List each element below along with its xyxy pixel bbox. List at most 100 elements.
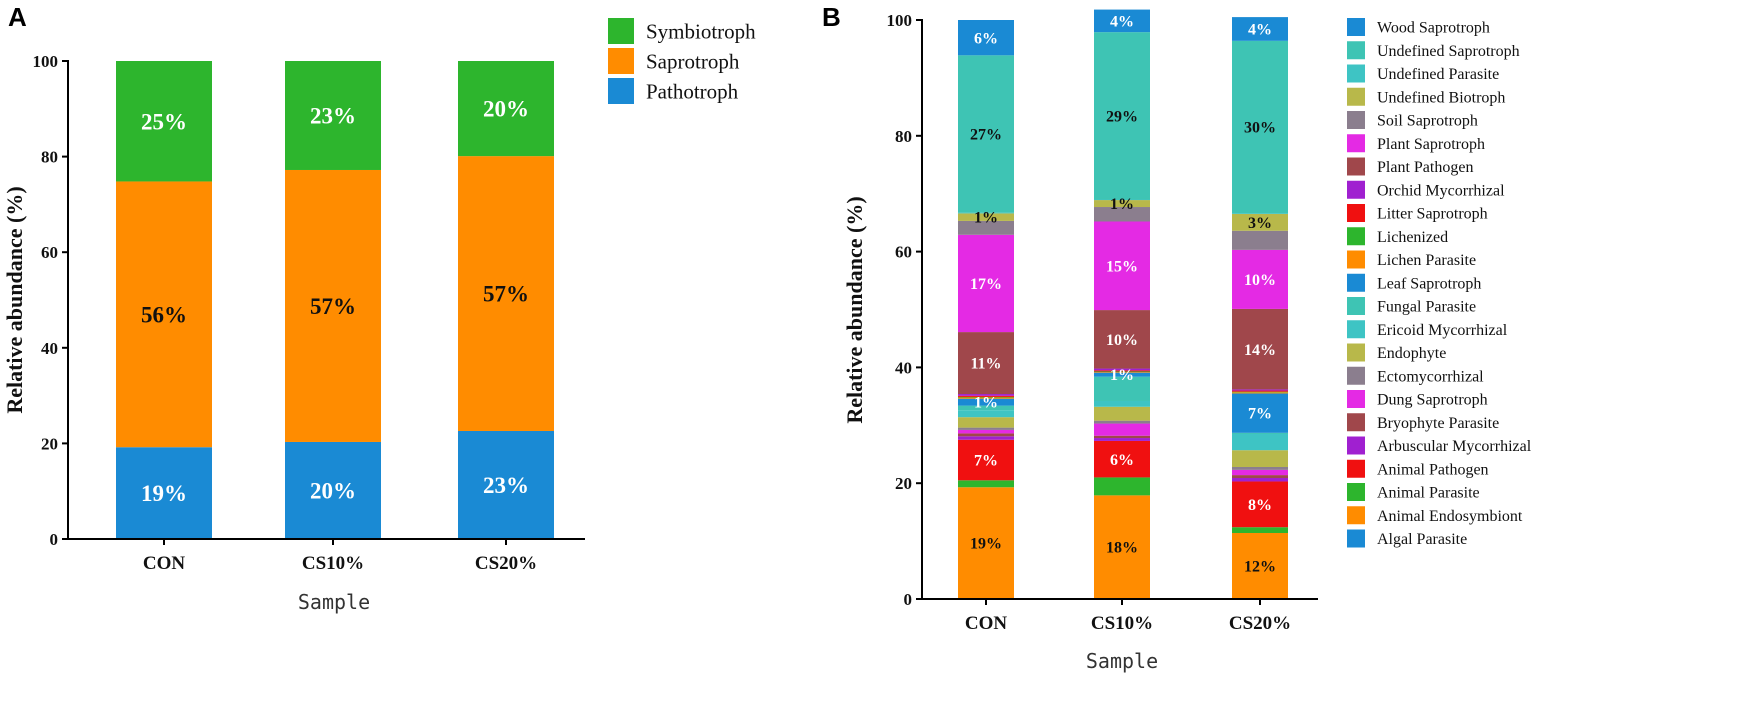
bar-segment [958,398,1014,406]
bar-segment [1232,433,1288,451]
bar-segment [458,156,554,431]
bar-segment [1094,221,1150,311]
legend-swatch [1347,390,1365,408]
legend-label: Fungal Parasite [1377,299,1476,316]
data-label: 11% [970,356,1001,373]
bar-segment [1232,466,1288,470]
legend-swatch [1347,506,1365,525]
bar-segment [1094,440,1150,478]
data-label: 1% [974,395,998,412]
bar-segment [958,410,1014,418]
x-tick-label: CS10% [302,553,364,574]
legend-swatch [1347,250,1365,269]
bar-segment [1094,406,1150,421]
bar-segment [1232,532,1288,599]
bar-segment [1232,390,1288,392]
legend-label: Plant Pathogen [1377,159,1473,176]
legend-label: Plant Saprotroph [1377,136,1485,153]
bar-segment [1232,475,1288,478]
bar-segment [1094,420,1150,424]
bar-segment [958,405,1014,411]
data-label: 6% [1110,452,1134,469]
legend-swatch [1347,273,1365,292]
legend-label: Pathotroph [646,79,739,103]
data-label: 7% [974,453,998,470]
chart-a: 19% 56% 25% 20% 57% 23% 23% 57% 20% 0 20 40 60 80 100 C… [2,18,756,614]
bar-segment [1094,495,1150,599]
data-label: 23% [483,473,529,498]
legend-label: Undefined Parasite [1377,66,1499,83]
bar-segment [1094,477,1150,496]
legend-label: Undefined Biotroph [1377,89,1505,106]
data-label: 7% [1248,406,1272,423]
data-label: 25% [141,109,187,134]
legend-swatch [1347,204,1365,222]
y-tick-label: 100 [33,52,59,71]
y-tick-label: 20 [41,434,58,453]
bar-segment [958,429,1014,434]
bar-segment [1232,213,1288,214]
bar-segment [1094,200,1150,208]
bar-segment [958,396,1014,398]
data-label: 19% [970,535,1002,552]
bar-segment [1094,372,1150,377]
data-label: 17% [970,276,1002,293]
legend-swatch [1347,413,1365,432]
bar-segment [1094,368,1150,371]
legend-swatch [1347,436,1365,455]
x-tick-label: CS20% [1229,613,1291,634]
legend-label: Animal Endosymbiont [1377,508,1523,525]
bar-segment [958,417,1014,428]
legend-swatch [608,78,634,104]
legend-label: Animal Parasite [1377,485,1480,502]
legend-swatch [1347,41,1365,60]
bar-segment [958,427,1014,430]
bar-segment [958,395,1014,397]
legend-label: Algal Parasite [1377,531,1467,548]
bar-segment [1232,469,1288,476]
bar-segment [458,430,554,539]
bar-segment [1232,450,1288,467]
data-label: 6% [974,30,998,47]
legend-label: Litter Saprotroph [1377,206,1488,223]
bar-segment [1094,9,1150,33]
y-tick-label: 0 [904,590,913,609]
bar-segment [958,436,1014,440]
data-label: 20% [483,97,529,122]
data-label: 4% [1110,13,1134,30]
legend-swatch [1347,343,1365,362]
bar-segment [958,234,1014,333]
legend-label: Ectomycorrhizal [1377,368,1484,385]
legend-swatch [1347,180,1365,199]
bar-segment [1232,249,1288,309]
legend-label: Endophyte [1377,345,1446,362]
data-label: 18% [1106,539,1138,556]
bar-segment [1232,213,1288,231]
y-axis-title: Relative abundance (%) [842,196,867,423]
bar-segment [958,212,1014,214]
bar-segment [1094,435,1150,439]
chart-b: 19% 7% 1% 11% 17% 1% 27% 6% 18% 6% 1% 10% 15% 1% 29% 4%… [842,9,1532,673]
legend-label: Leaf Saprotroph [1377,275,1481,292]
legend-swatch [1347,459,1365,478]
bar-segment [1232,308,1288,390]
data-label: 12% [1244,558,1276,575]
bar-segment [958,439,1014,481]
bar-segment [285,169,381,442]
bar-segment [1094,371,1150,373]
legend-swatch [1347,134,1365,153]
bar-segment [1232,432,1288,434]
data-label: 56% [141,302,187,327]
bar-segment [1232,230,1288,250]
y-tick-label: 60 [895,243,912,262]
legend-swatch [1347,227,1365,246]
y-tick-label: 80 [895,127,912,146]
data-label: 29% [1106,108,1138,125]
legend-label: Symbiotroph [646,19,756,43]
bar-segment [1232,392,1288,394]
data-label: 57% [483,282,529,307]
bar-segment [958,213,1014,221]
bar-segment [1094,372,1150,373]
bar-segment [1094,207,1150,222]
data-label: 8% [1248,497,1272,514]
